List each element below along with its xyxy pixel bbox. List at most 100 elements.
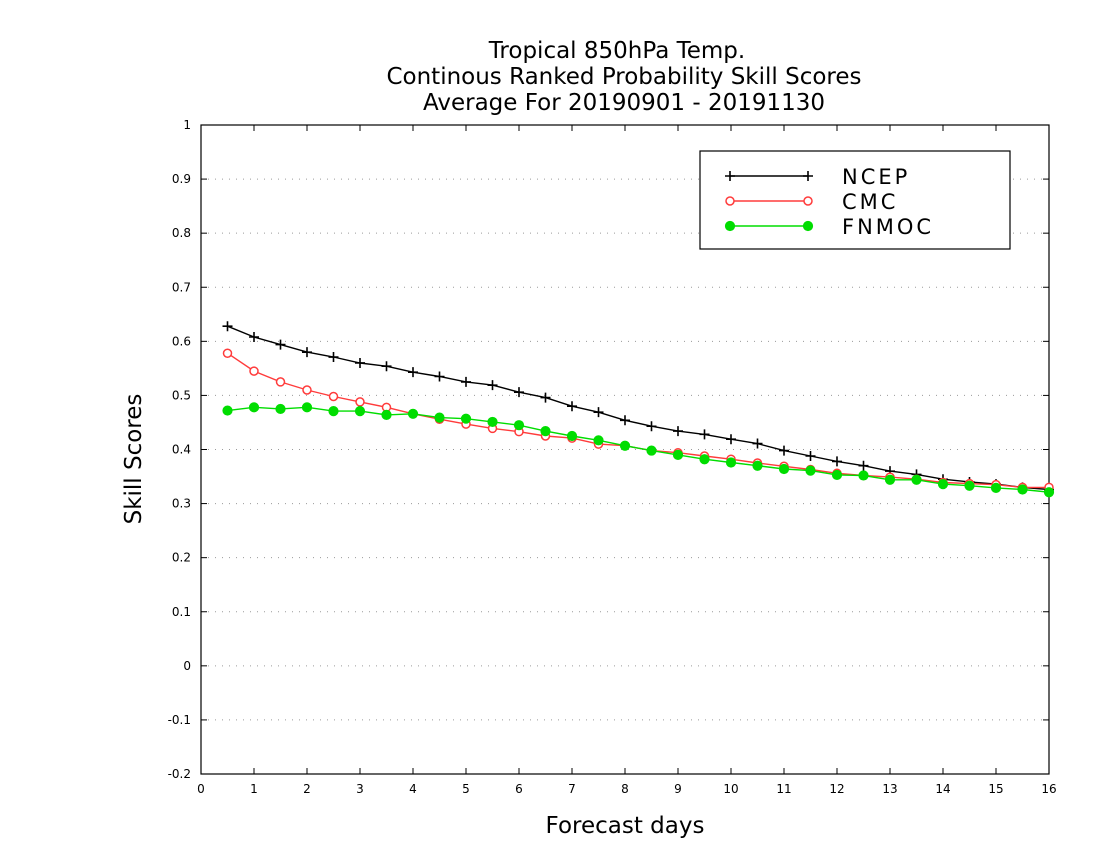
x-tick-label: 15 — [988, 782, 1003, 796]
data-point — [672, 449, 684, 461]
series-cmc — [222, 348, 1054, 493]
data-point — [540, 392, 551, 403]
chart-title: Tropical 850hPa Temp. Continous Ranked P… — [386, 38, 861, 116]
data-point — [461, 376, 471, 387]
data-point — [222, 321, 233, 332]
y-tick-label: 0.9 — [172, 172, 191, 186]
data-point — [884, 474, 896, 485]
x-tick-label: 2 — [303, 782, 311, 796]
data-point — [275, 339, 286, 350]
data-point — [990, 482, 1002, 493]
data-point — [964, 480, 975, 491]
data-point — [249, 366, 259, 376]
data-point — [858, 460, 869, 471]
series-fnmoc — [222, 402, 1055, 498]
data-point — [275, 403, 286, 415]
legend-label: NCEP — [842, 165, 910, 189]
data-point — [911, 474, 922, 485]
data-point — [301, 402, 313, 413]
data-point — [434, 412, 445, 423]
data-point — [593, 407, 604, 418]
x-tick-label: 8 — [621, 782, 629, 796]
x-tick-label: 5 — [462, 782, 470, 796]
data-point — [302, 347, 312, 358]
series-group — [222, 321, 1055, 498]
chart-title-line-3: Average For 20190901 - 20191130 — [423, 90, 825, 116]
series-line — [227, 352, 1049, 489]
x-tick-label: 7 — [568, 782, 576, 796]
data-point — [752, 460, 763, 471]
y-tick-label: 0.2 — [172, 551, 191, 565]
y-tick-label: 0.6 — [172, 334, 191, 348]
legend-item-fnmoc: FNMOC — [724, 215, 934, 239]
chart-title-line-2: Continous Ranked Probability Skill Score… — [386, 64, 861, 90]
data-point — [381, 361, 392, 372]
y-tick-label: 0.8 — [172, 226, 191, 240]
y-tick-label: 0.1 — [172, 605, 191, 619]
data-point — [381, 409, 392, 420]
axis-ticks: -0.2-0.100.10.20.30.40.50.60.70.80.910 1 2… — [168, 118, 1057, 796]
data-point — [803, 196, 813, 206]
data-point — [222, 348, 233, 358]
data-point — [646, 445, 657, 456]
data-point — [487, 416, 498, 428]
x-tick-label: 13 — [882, 782, 897, 796]
x-tick-label: 6 — [515, 782, 523, 796]
x-tick-label: 11 — [776, 782, 791, 796]
legend-label: FNMOC — [842, 215, 934, 239]
data-point — [407, 408, 419, 419]
data-point — [673, 426, 683, 437]
y-tick-label: -0.1 — [168, 713, 191, 727]
data-point — [460, 413, 472, 424]
data-point — [725, 171, 735, 181]
x-tick-label: 4 — [409, 782, 417, 796]
data-point — [802, 220, 814, 232]
data-point — [487, 380, 498, 391]
data-point — [408, 367, 418, 378]
x-axis-title: Forecast days — [546, 813, 705, 839]
series-ncep — [222, 321, 1054, 495]
data-point — [222, 405, 233, 416]
data-point — [355, 397, 365, 407]
data-point — [724, 220, 736, 232]
data-point — [513, 420, 525, 431]
data-point — [328, 352, 339, 363]
legend-box — [699, 150, 1011, 250]
data-point — [620, 415, 630, 426]
data-point — [354, 406, 366, 417]
x-tick-label: 16 — [1041, 782, 1056, 796]
x-tick-label: 14 — [935, 782, 950, 796]
data-point — [593, 435, 604, 446]
data-point — [699, 429, 710, 440]
x-tick-label: 9 — [674, 782, 682, 796]
data-point — [646, 421, 657, 432]
series-line — [227, 406, 1050, 493]
data-point — [725, 196, 735, 206]
data-point — [699, 454, 710, 465]
data-point — [540, 426, 551, 437]
data-point — [355, 357, 365, 368]
data-point — [779, 445, 789, 456]
data-point — [1017, 484, 1028, 495]
data-point — [302, 385, 312, 395]
x-tick-label: 10 — [723, 782, 738, 796]
x-tick-label: 0 — [197, 782, 205, 796]
data-point — [805, 465, 816, 476]
data-point — [514, 387, 524, 398]
data-point — [832, 456, 842, 467]
y-tick-label: -0.2 — [168, 767, 191, 781]
data-point — [328, 406, 339, 417]
y-tick-label: 1 — [183, 118, 191, 132]
data-point — [248, 402, 260, 413]
legend-item-ncep: NCEP — [725, 165, 910, 189]
data-point — [567, 401, 577, 412]
data-point — [434, 371, 445, 382]
x-tick-label: 1 — [250, 782, 258, 796]
data-point — [858, 470, 869, 481]
data-point — [937, 479, 949, 490]
data-point — [566, 430, 578, 442]
data-point — [752, 438, 763, 449]
legend-label: CMC — [842, 190, 898, 214]
